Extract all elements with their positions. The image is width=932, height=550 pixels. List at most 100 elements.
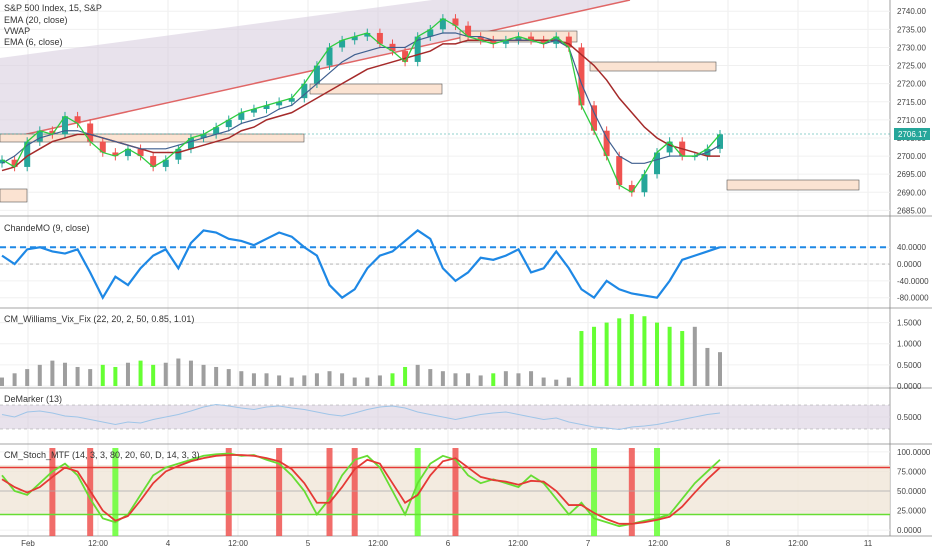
candle-body bbox=[717, 134, 723, 149]
chande-pane bbox=[0, 216, 890, 308]
vix-bar bbox=[314, 373, 319, 386]
candle-body bbox=[616, 156, 623, 186]
vix-bar bbox=[327, 371, 332, 386]
vix-pane bbox=[0, 308, 890, 388]
chande-line bbox=[1, 229, 721, 300]
y-tick-label: 40.0000 bbox=[897, 243, 926, 252]
y-tick-label: 50.0000 bbox=[897, 487, 926, 496]
candle-body bbox=[339, 40, 346, 48]
demarker-line bbox=[1, 403, 721, 431]
vix-bar bbox=[491, 373, 496, 386]
x-tick-label: Feb bbox=[21, 539, 35, 548]
candle-body bbox=[213, 127, 220, 135]
candle-body bbox=[162, 159, 169, 167]
vix-bar bbox=[75, 366, 80, 386]
vix-bar bbox=[516, 373, 521, 386]
stoch-marker bbox=[351, 448, 358, 536]
candle-body bbox=[0, 159, 5, 164]
y-tick-label: 25.0000 bbox=[897, 507, 926, 516]
stoch-marker bbox=[225, 448, 232, 536]
candle-body bbox=[150, 156, 157, 167]
x-tick-label: 7 bbox=[586, 539, 591, 548]
y-tick-label: 2735.00 bbox=[897, 25, 926, 34]
vix-bar bbox=[25, 369, 30, 386]
x-tick-label: 12:00 bbox=[88, 539, 109, 548]
vix-bar bbox=[617, 318, 622, 386]
vix-bar bbox=[428, 369, 433, 386]
vix-bar bbox=[239, 371, 244, 386]
vix-bar bbox=[440, 371, 445, 386]
vix-bar bbox=[100, 364, 105, 386]
vix-bar bbox=[352, 377, 357, 386]
vix-bar bbox=[529, 371, 534, 386]
zone-box bbox=[726, 179, 860, 191]
x-tick-label: 12:00 bbox=[648, 539, 669, 548]
candle-body bbox=[112, 152, 119, 157]
stoch-marker bbox=[654, 448, 661, 536]
pane-titles: S&P 500 Index, 15, S&P EMA (20, close) V… bbox=[4, 3, 200, 460]
candle-body bbox=[61, 116, 68, 135]
y-tick-label: 2685.00 bbox=[897, 206, 926, 215]
candle-body bbox=[452, 18, 459, 26]
candle-body bbox=[301, 83, 308, 99]
vix-bar bbox=[680, 331, 685, 386]
x-tick-label: 12:00 bbox=[368, 539, 389, 548]
vix-bar bbox=[554, 379, 559, 386]
vix-bars bbox=[0, 314, 722, 386]
chande-title: ChandeMO (9, close) bbox=[4, 223, 90, 233]
y-tick-label: 75.0000 bbox=[897, 467, 926, 476]
candle-body bbox=[414, 36, 421, 62]
candle-body bbox=[666, 141, 673, 153]
y-tick-label: 2720.00 bbox=[897, 80, 926, 89]
vix-bar bbox=[642, 316, 647, 386]
candles bbox=[0, 14, 723, 197]
vix-bar bbox=[667, 326, 672, 386]
y-tick-label: 2695.00 bbox=[897, 170, 926, 179]
candle-body bbox=[74, 116, 81, 124]
stoch-marker bbox=[112, 448, 119, 536]
y-tick-label: 0.0000 bbox=[897, 526, 922, 535]
stoch-marker bbox=[49, 448, 56, 536]
candle-body bbox=[540, 40, 547, 44]
candle-body bbox=[36, 130, 43, 142]
legend-ema6: EMA (6, close) bbox=[4, 37, 63, 47]
demarker-title: DeMarker (13) bbox=[4, 394, 62, 404]
candle-body bbox=[565, 36, 572, 48]
stoch-marker bbox=[414, 448, 421, 536]
vwap-line bbox=[1, 32, 721, 164]
candle-body bbox=[11, 159, 18, 167]
vix-bar bbox=[478, 375, 483, 386]
candle-body bbox=[87, 123, 94, 142]
candle-body bbox=[628, 185, 635, 193]
stoch-marker bbox=[276, 448, 283, 536]
candle-body bbox=[490, 40, 497, 44]
vix-bar bbox=[226, 369, 231, 386]
vix-bar bbox=[201, 364, 206, 386]
y-tick-label: 2690.00 bbox=[897, 188, 926, 197]
svg-text:2706.17: 2706.17 bbox=[898, 130, 927, 139]
x-tick-label: 6 bbox=[446, 539, 451, 548]
candle-body bbox=[439, 18, 446, 30]
candle-body bbox=[238, 112, 245, 120]
vix-bar bbox=[655, 322, 660, 386]
vix-bar bbox=[277, 375, 282, 386]
y-tick-label: -80.0000 bbox=[897, 294, 929, 303]
stoch-title: CM_Stoch_MTF (14, 3, 3, 80, 20, 60, D, 1… bbox=[4, 450, 200, 460]
vix-bar bbox=[0, 377, 4, 386]
candle-body bbox=[99, 141, 106, 153]
x-tick-label: 12:00 bbox=[228, 539, 249, 548]
vix-bar bbox=[251, 373, 256, 386]
vix-bar bbox=[466, 373, 471, 386]
vix-bar bbox=[50, 360, 55, 386]
candle-body bbox=[351, 36, 358, 41]
vix-bar bbox=[62, 362, 67, 386]
y-tick-label: 0.5000 bbox=[897, 413, 922, 422]
vix-bar bbox=[415, 364, 420, 386]
vix-bar bbox=[566, 377, 571, 386]
vix-bar bbox=[289, 377, 294, 386]
stoch-marker bbox=[452, 448, 459, 536]
candle-body bbox=[654, 152, 661, 175]
candle-body bbox=[24, 141, 31, 167]
candle-body bbox=[326, 47, 333, 66]
x-tick-label: 5 bbox=[306, 539, 311, 548]
